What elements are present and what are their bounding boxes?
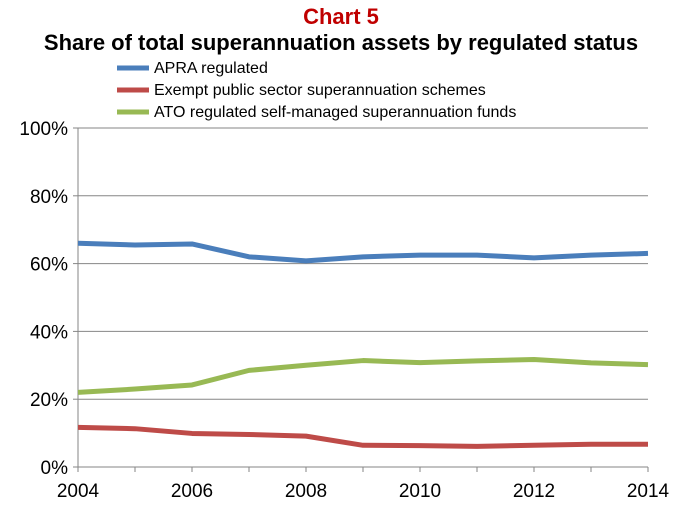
y-tick-label: 100%: [19, 119, 68, 140]
legend: APRA regulated Exempt public sector super…: [117, 60, 516, 121]
y-tick-label: 60%: [30, 255, 68, 276]
x-tick-label: 2012: [513, 481, 555, 502]
y-tick-label: 80%: [30, 187, 68, 208]
chart-subtitle: Share of total superannuation assets by …: [43, 30, 639, 55]
axes: [77, 128, 648, 468]
legend-label-1: Exempt public sector superannuation sche…: [154, 82, 486, 99]
series-line-2: [77, 357, 649, 395]
y-tick-label: 20%: [30, 390, 68, 411]
y-axis-ticks: 0% 20% 40% 60% 80% 100%: [19, 119, 78, 479]
chart-title: Chart 5: [303, 4, 379, 29]
x-axis-ticks: 2004 2006 2008 2010 2012 2014: [57, 467, 670, 502]
y-tick-label: 40%: [30, 322, 68, 343]
series-line-1: [77, 424, 648, 449]
y-tick-label: 0%: [41, 458, 69, 479]
x-tick-label: 2014: [627, 481, 670, 502]
x-tick-label: 2004: [57, 481, 100, 502]
series-line-0: [77, 240, 649, 264]
legend-label-0: APRA regulated: [154, 60, 268, 77]
x-tick-label: 2006: [171, 481, 213, 502]
series-lines: [77, 240, 649, 449]
legend-label-2: ATO regulated self-managed superannuatio…: [154, 104, 516, 121]
gridlines: [78, 127, 648, 400]
x-tick-label: 2010: [399, 481, 441, 502]
x-tick-label: 2008: [285, 481, 327, 502]
